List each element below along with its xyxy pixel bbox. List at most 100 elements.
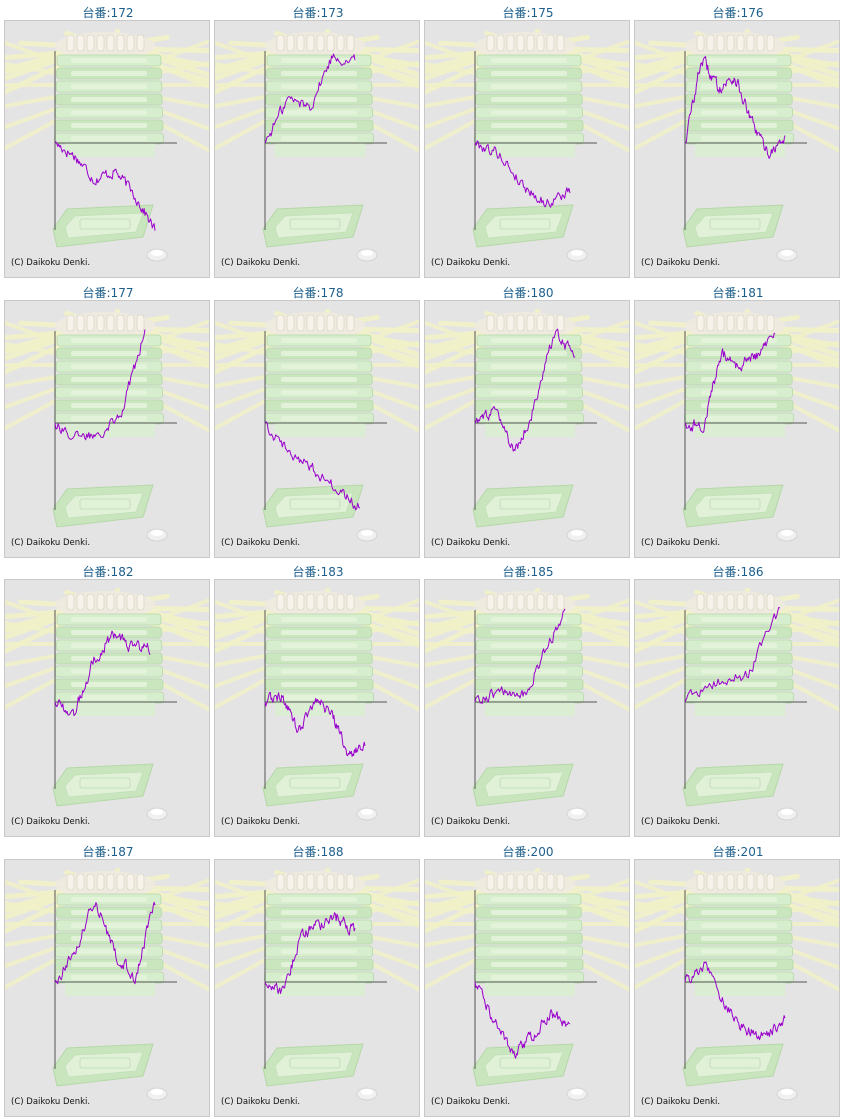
graph-frame: (C) Daikoku Denki. (634, 859, 840, 1117)
machine-artwork (425, 587, 629, 821)
graph-frame: (C) Daikoku Denki. (424, 859, 630, 1117)
machine-number-link[interactable]: 台番:180 (502, 286, 554, 300)
payout-graph (425, 308, 629, 542)
payout-graph (425, 867, 629, 1101)
machine-number-link[interactable]: 台番:185 (502, 565, 554, 579)
graph-frame: (C) Daikoku Denki. (424, 300, 630, 558)
machine-number-link[interactable]: 台番:188 (292, 845, 344, 859)
graph-frame: (C) Daikoku Denki. (634, 579, 840, 837)
graph-frame: (C) Daikoku Denki. (4, 579, 210, 837)
payout-graph (215, 308, 419, 542)
machine-artwork (425, 28, 629, 262)
payout-graph (5, 867, 209, 1101)
machine-panel: 台番:175 (C) Daikoku Denki. (424, 2, 632, 280)
machine-artwork (5, 587, 209, 821)
payout-line (684, 332, 776, 434)
graph-frame: (C) Daikoku Denki. (214, 300, 420, 558)
machine-panel: 台番:187 (C) Daikoku Denki. (4, 841, 212, 1119)
graph-frame: (C) Daikoku Denki. (634, 20, 840, 278)
copyright-text: (C) Daikoku Denki. (11, 538, 91, 548)
payout-graph (425, 28, 629, 262)
payout-graph (635, 587, 839, 821)
copyright-text: (C) Daikoku Denki. (641, 817, 721, 827)
machine-artwork (5, 867, 209, 1101)
machine-artwork (425, 308, 629, 542)
copyright-text: (C) Daikoku Denki. (11, 1097, 91, 1107)
machine-artwork (635, 308, 839, 542)
machine-artwork (635, 28, 839, 262)
copyright-text: (C) Daikoku Denki. (431, 817, 511, 827)
machine-panel: 台番:176 (C) Daikoku Denki. (634, 2, 841, 280)
payout-line (54, 630, 151, 717)
payout-graph (635, 308, 839, 542)
machine-panel: 台番:172 (C) Daikoku Denki. (4, 2, 212, 280)
machine-panel: 台番:173 (C) Daikoku Denki. (214, 2, 422, 280)
machine-panel: 台番:178 (C) Daikoku Denki. (214, 282, 422, 560)
copyright-text: (C) Daikoku Denki. (11, 817, 91, 827)
machine-artwork (215, 587, 419, 821)
machine-panel: 台番:188 (C) Daikoku Denki. (214, 841, 422, 1119)
payout-graph (215, 867, 419, 1101)
payout-graph (5, 308, 209, 542)
machine-number-link[interactable]: 台番:172 (82, 6, 134, 20)
copyright-text: (C) Daikoku Denki. (221, 258, 301, 268)
machine-number-link[interactable]: 台番:186 (712, 565, 764, 579)
graph-frame: (C) Daikoku Denki. (424, 20, 630, 278)
copyright-text: (C) Daikoku Denki. (431, 1097, 511, 1107)
copyright-text: (C) Daikoku Denki. (641, 1097, 721, 1107)
payout-line (474, 981, 571, 1059)
machine-panel: 台番:177 (C) Daikoku Denki. (4, 282, 212, 560)
machine-panel: 台番:183 (C) Daikoku Denki. (214, 561, 422, 839)
machine-number-link[interactable]: 台番:177 (82, 286, 134, 300)
machine-panel: 台番:181 (C) Daikoku Denki. (634, 282, 841, 560)
payout-graph (425, 587, 629, 821)
machine-number-link[interactable]: 台番:176 (712, 6, 764, 20)
machine-number-link[interactable]: 台番:178 (292, 286, 344, 300)
machine-number-link[interactable]: 台番:182 (82, 565, 134, 579)
machine-panel: 台番:185 (C) Daikoku Denki. (424, 561, 632, 839)
copyright-text: (C) Daikoku Denki. (221, 538, 301, 548)
payout-graph (635, 867, 839, 1101)
graph-frame: (C) Daikoku Denki. (214, 579, 420, 837)
copyright-text: (C) Daikoku Denki. (11, 258, 91, 268)
machine-number-link[interactable]: 台番:201 (712, 845, 764, 859)
copyright-text: (C) Daikoku Denki. (431, 258, 511, 268)
payout-graph (215, 28, 419, 262)
graph-frame: (C) Daikoku Denki. (4, 300, 210, 558)
graph-frame: (C) Daikoku Denki. (424, 579, 630, 837)
machine-number-link[interactable]: 台番:200 (502, 845, 554, 859)
copyright-text: (C) Daikoku Denki. (641, 538, 721, 548)
graph-frame: (C) Daikoku Denki. (4, 20, 210, 278)
copyright-text: (C) Daikoku Denki. (431, 538, 511, 548)
machine-artwork (635, 587, 839, 821)
machine-number-link[interactable]: 台番:175 (502, 6, 554, 20)
payout-line (54, 901, 156, 985)
machine-number-link[interactable]: 台番:181 (712, 286, 764, 300)
machine-artwork (635, 867, 839, 1101)
machine-artwork (425, 867, 629, 1101)
machine-artwork (215, 308, 419, 542)
payout-line (54, 141, 156, 231)
payout-line (474, 328, 576, 452)
payout-line (264, 912, 356, 995)
payout-line (474, 608, 566, 704)
graph-frame: (C) Daikoku Denki. (4, 859, 210, 1117)
payout-line (264, 53, 356, 144)
machine-artwork (215, 28, 419, 262)
graph-frame: (C) Daikoku Denki. (214, 20, 420, 278)
payout-line (264, 691, 366, 757)
payout-line (264, 421, 361, 511)
machine-panel: 台番:201 (C) Daikoku Denki. (634, 841, 841, 1119)
payout-line (474, 140, 571, 208)
payout-graph (5, 28, 209, 262)
machine-number-link[interactable]: 台番:173 (292, 6, 344, 20)
graph-frame: (C) Daikoku Denki. (634, 300, 840, 558)
payout-line (684, 607, 781, 703)
machine-number-link[interactable]: 台番:187 (82, 845, 134, 859)
payout-line (54, 329, 146, 441)
machine-artwork (5, 308, 209, 542)
machine-artwork (215, 867, 419, 1101)
machine-number-link[interactable]: 台番:183 (292, 565, 344, 579)
machine-panel: 台番:200 (C) Daikoku Denki. (424, 841, 632, 1119)
